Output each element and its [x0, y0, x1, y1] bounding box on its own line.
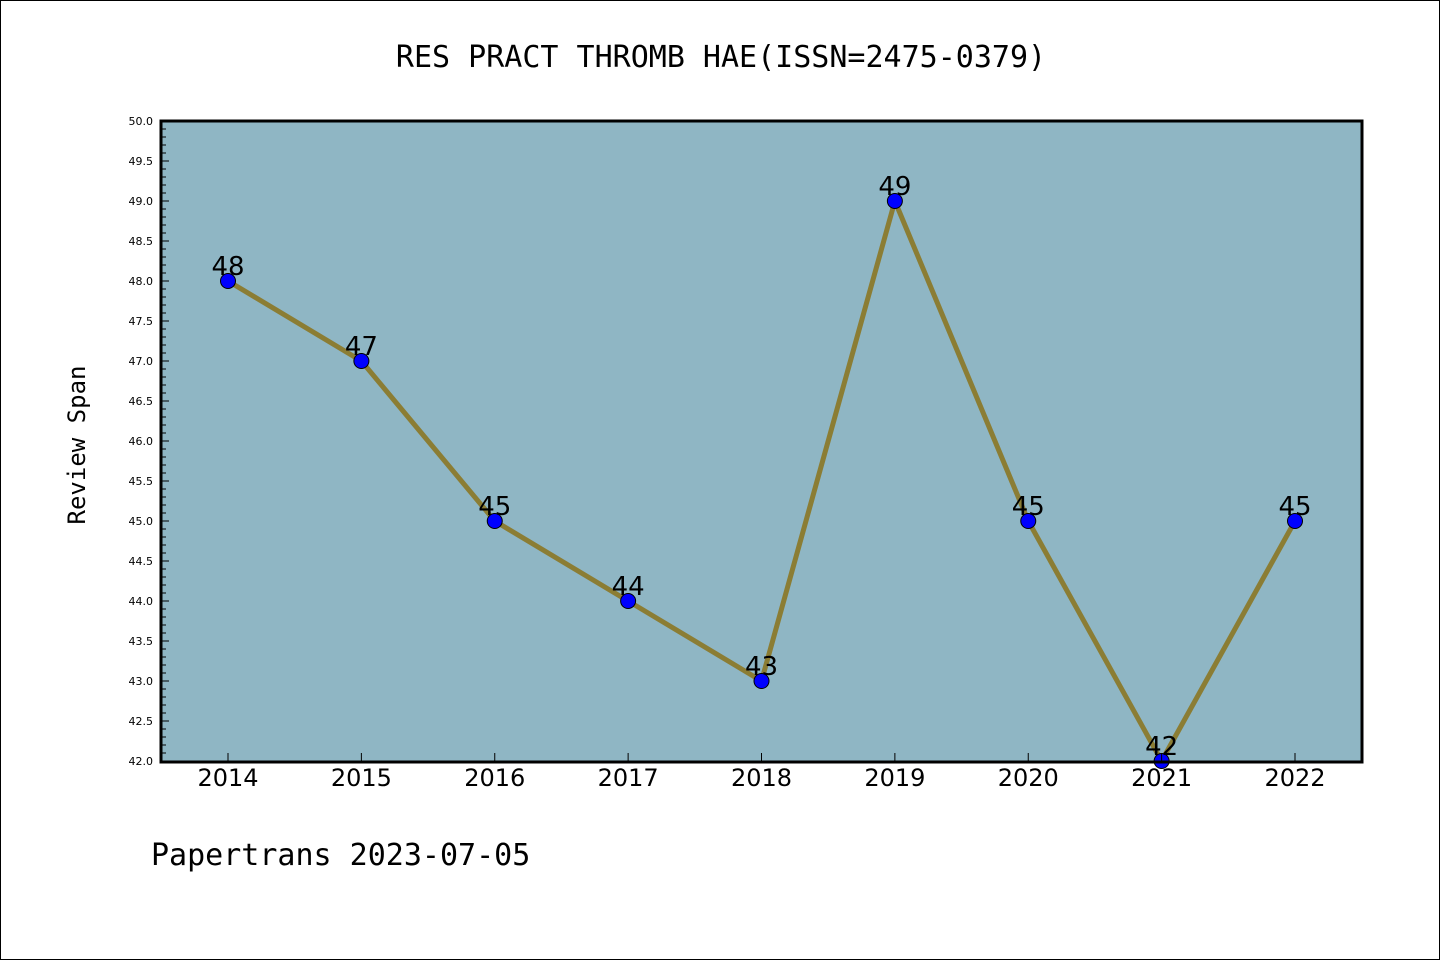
y-tick-label: 42.5	[129, 715, 154, 728]
x-tick-label: 2020	[998, 764, 1059, 792]
y-tick-label: 45.0	[129, 515, 154, 528]
x-tick-label: 2018	[731, 764, 792, 792]
data-point	[886, 193, 903, 209]
x-tick-label: 2022	[1264, 764, 1325, 792]
x-tick-label: 2017	[598, 764, 659, 792]
data-point	[1020, 513, 1037, 529]
y-tick-label: 46.0	[129, 435, 154, 448]
data-label: 48	[211, 252, 244, 282]
y-tick-label: 49.0	[129, 195, 154, 208]
x-tick-label: 2015	[331, 764, 392, 792]
data-point	[353, 353, 370, 369]
data-point	[753, 673, 770, 689]
y-tick-label: 43.0	[129, 675, 154, 688]
y-tick-label: 44.5	[129, 555, 154, 568]
plot-border	[159, 119, 1364, 764]
y-tick-label: 44.0	[129, 595, 154, 608]
chart-title: RES PRACT THROMB HAE(ISSN=2475-0379)	[396, 40, 1046, 75]
y-axis-label: Review Span	[63, 366, 91, 525]
footer-stamp: Papertrans 2023-07-05	[151, 838, 530, 873]
y-tick-label: 45.5	[129, 475, 154, 488]
data-label: 47	[345, 332, 378, 362]
plot-area	[161, 121, 1362, 762]
data-point	[620, 593, 637, 609]
x-tick-label: 2016	[464, 764, 525, 792]
x-tick-label: 2014	[197, 764, 258, 792]
data-point	[220, 273, 236, 289]
y-tick-label: 46.5	[129, 395, 154, 408]
data-label: 44	[612, 572, 645, 602]
data-label: 43	[745, 652, 778, 682]
y-tick-label: 47.0	[129, 355, 154, 368]
data-label: 45	[1012, 492, 1045, 522]
y-tick-label: 47.5	[129, 315, 154, 328]
y-tick-label: 48.0	[129, 275, 154, 288]
y-tick-label: 48.5	[129, 235, 154, 248]
y-tick-label: 49.5	[129, 155, 154, 168]
data-label: 45	[478, 492, 511, 522]
x-tick-label: 2021	[1131, 764, 1192, 792]
data-point	[1287, 513, 1303, 529]
marker-layer	[220, 193, 1303, 769]
y-tick-label: 50.0	[129, 115, 154, 128]
y-tick-label: 42.0	[129, 755, 154, 768]
data-label: 49	[878, 172, 911, 202]
data-point	[486, 513, 503, 529]
x-tick-label: 2019	[864, 764, 925, 792]
x-axis-ticks: 2014 2015 2016 2017 2018 2019 2020 2021 2022	[197, 753, 1326, 792]
y-tick-label: 43.5	[129, 635, 154, 648]
data-label: 45	[1278, 492, 1311, 522]
